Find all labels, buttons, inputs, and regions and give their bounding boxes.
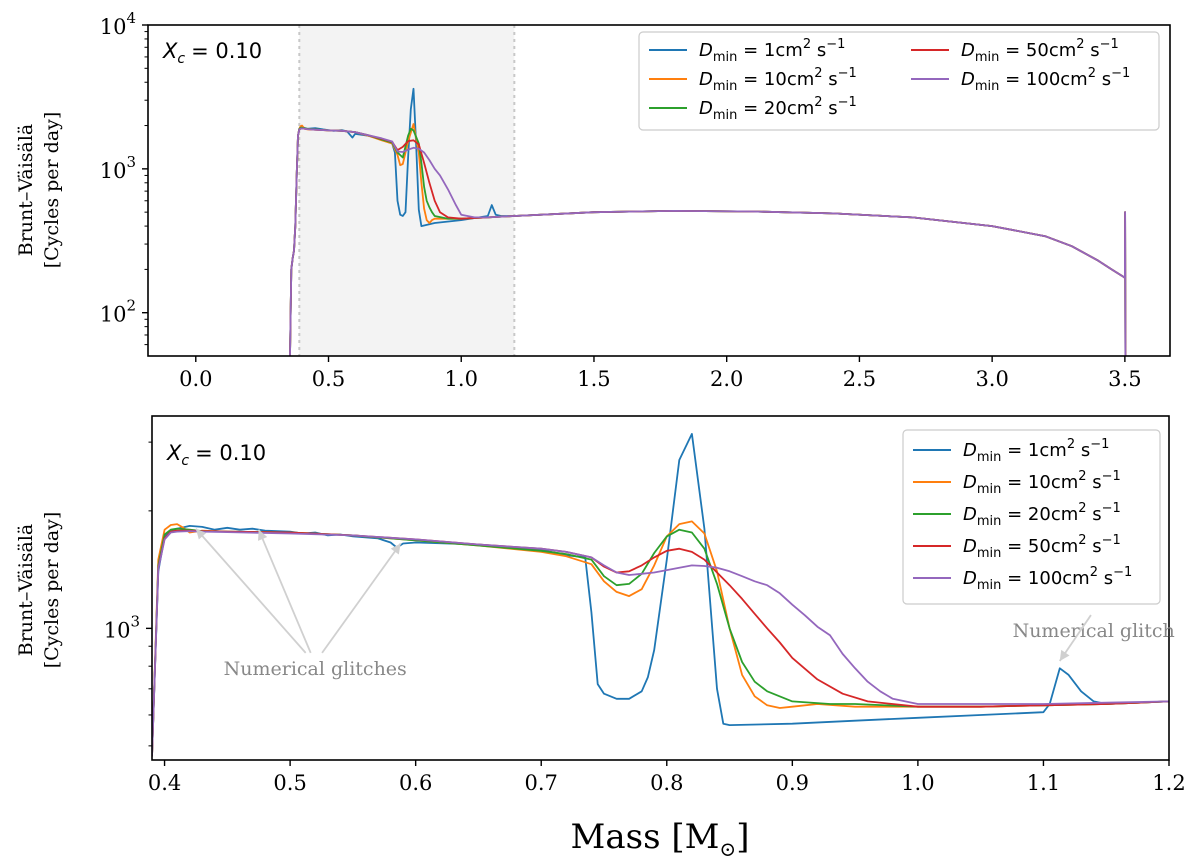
- top-xtick-label: 3.0: [975, 367, 1008, 391]
- bot-xtick-label: 0.9: [776, 771, 809, 795]
- top-y-axis: 102 103 104: [100, 9, 148, 346]
- top-legend-label: Dmin = 50cm2 s−1: [961, 37, 1119, 65]
- bot-xtick-label: 0.7: [525, 771, 558, 795]
- top-ytick-label: 104: [100, 9, 136, 39]
- bot-annotation-arrowhead: [195, 528, 207, 540]
- bot-legend-label: Dmin = 1cm2 s−1: [963, 437, 1109, 465]
- bot-annotation-arrowhead: [390, 543, 401, 555]
- top-ylabel-line1: Brunt–Väisälä: [15, 124, 37, 257]
- bottom-xc-annotation: Xc = 0.10: [166, 441, 266, 469]
- bottom-annotations: Numerical glitches Numerical glitch: [195, 528, 1175, 680]
- bot-legend-label: Dmin = 50cm2 s−1: [963, 533, 1121, 561]
- bot-annotation-arrowhead: [1059, 649, 1070, 661]
- top-xtick-label: 2.5: [843, 367, 876, 391]
- top-series-line-4: [289, 127, 1127, 356]
- top-x-axis: 0.0 0.5 1.0 1.5 2.0 2.5 3.0 3.5: [179, 356, 1142, 391]
- bot-annotation-text: Numerical glitches: [224, 658, 407, 680]
- bot-ytick-label: 103: [104, 612, 140, 642]
- top-ylabel-line2: [Cycles per day]: [41, 112, 63, 269]
- bottom-legend: Dmin = 1cm2 s−1 Dmin = 10cm2 s−1 Dmin = 20…: [902, 429, 1161, 605]
- bot-annotation-arrow: [321, 542, 402, 654]
- bottom-ylabel-line2: [Cycles per day]: [41, 512, 63, 669]
- bot-annotation-arrow: [257, 529, 312, 654]
- bottom-y-axis: 103: [104, 441, 152, 747]
- bot-xtick-label: 0.8: [650, 771, 683, 795]
- top-panel: 0.0 0.5 1.0 1.5 2.0 2.5 3.0 3.5 102 103 104 Brunt…: [15, 9, 1171, 391]
- bot-legend-label: Dmin = 100cm2 s−1: [963, 565, 1132, 593]
- top-xtick-label: 2.0: [710, 367, 743, 391]
- top-xc-annotation: Xc = 0.10: [162, 39, 262, 67]
- bottom-ylabel-line1: Brunt–Väisälä: [15, 524, 37, 657]
- top-xtick-label: 0.0: [179, 367, 212, 391]
- top-xtick-label: 1.0: [445, 367, 478, 391]
- bot-xtick-label: 1.0: [901, 771, 934, 795]
- bot-xtick-label: 1.2: [1152, 771, 1185, 795]
- bottom-panel: 0.4 0.5 0.6 0.7 0.8 0.9 1.0 1.1 1.2 103 Brunt–Vä…: [15, 415, 1186, 861]
- bottom-axes-frame: [151, 415, 1170, 761]
- top-xtick-label: 1.5: [577, 367, 610, 391]
- bot-xtick-label: 1.1: [1027, 771, 1060, 795]
- top-legend-label: Dmin = 1cm2 s−1: [699, 37, 845, 65]
- bottom-x-axis: 0.4 0.5 0.6 0.7 0.8 0.9 1.0 1.1 1.2: [148, 760, 1186, 795]
- bottom-series-group: [152, 432, 1169, 757]
- top-xtick-label: 3.5: [1108, 367, 1141, 391]
- bot-xtick-label: 0.5: [273, 771, 306, 795]
- x-axis-label: Mass [M⊙]: [571, 817, 750, 861]
- top-legend-label: Dmin = 10cm2 s−1: [699, 66, 857, 94]
- top-xtick-label: 0.5: [312, 367, 345, 391]
- top-axes-frame: [147, 24, 1171, 357]
- bot-series-line-4: [152, 530, 1169, 757]
- bot-annotation-arrowhead: [258, 529, 268, 541]
- top-legend-box: [638, 31, 1160, 131]
- bot-legend-box: [902, 429, 1161, 605]
- bot-annotation-text: Numerical glitch: [1013, 620, 1175, 642]
- top-legend-label: Dmin = 100cm2 s−1: [961, 66, 1130, 94]
- top-series-group: [289, 87, 1127, 356]
- bot-annotation-arrow: [195, 528, 307, 654]
- bot-xtick-label: 0.6: [399, 771, 432, 795]
- top-ytick-label: 103: [100, 153, 136, 183]
- bot-legend-label: Dmin = 20cm2 s−1: [963, 501, 1121, 529]
- bot-xtick-label: 0.4: [148, 771, 181, 795]
- top-ytick-label: 102: [100, 297, 136, 327]
- bot-legend-label: Dmin = 10cm2 s−1: [963, 469, 1121, 497]
- top-legend-label: Dmin = 20cm2 s−1: [699, 95, 857, 123]
